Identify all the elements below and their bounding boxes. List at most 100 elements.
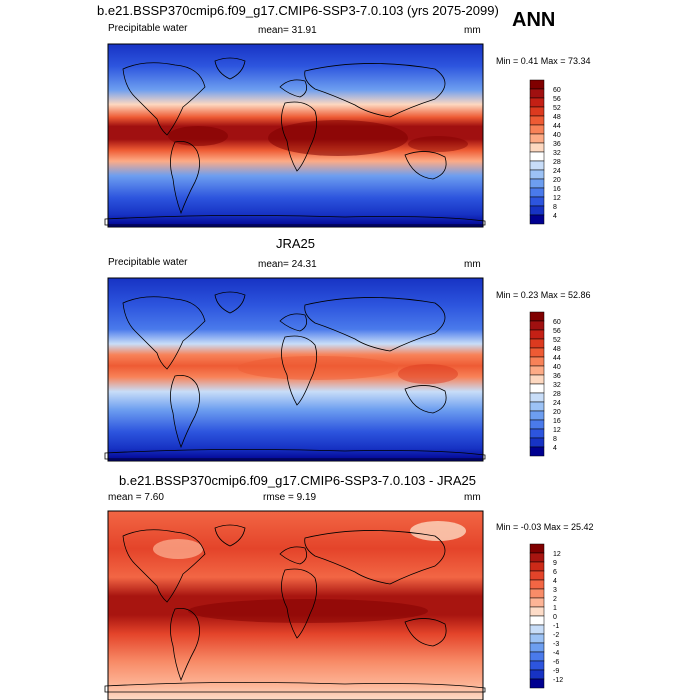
colorbar-tick-label: 32 xyxy=(553,150,561,157)
colorbar-box xyxy=(529,196,545,207)
colorbar-tick-label: 20 xyxy=(553,177,561,184)
colorbar-tick-label: 28 xyxy=(553,159,561,166)
colorbar-tick-label: 1 xyxy=(553,605,557,612)
colorbar-box xyxy=(529,374,545,385)
colorbar-tick-label: 56 xyxy=(553,328,561,335)
colorbar-tick-label: -12 xyxy=(553,677,563,684)
colorbar-box xyxy=(529,88,545,99)
colorbar-tick-label: 52 xyxy=(553,337,561,344)
colorbar-tick-label: 60 xyxy=(553,87,561,94)
colorbar-box xyxy=(529,115,545,126)
colorbar-tick-label: 56 xyxy=(553,96,561,103)
colorbar-box xyxy=(529,642,545,653)
panel-obs-units: mm xyxy=(464,259,481,270)
colorbar-box xyxy=(529,588,545,599)
panel-diff-units: mm xyxy=(464,492,481,503)
colorbar-tick-label: -9 xyxy=(553,668,559,675)
colorbar-tick-label: 4 xyxy=(553,213,557,220)
colorbar-box xyxy=(529,151,545,162)
colorbar-box xyxy=(529,410,545,421)
colorbar-tick-label: -3 xyxy=(553,641,559,648)
panel-model-variable-label: Precipitable water xyxy=(108,23,188,34)
colorbar-tick-label: 4 xyxy=(553,578,557,585)
panel-model-mean-label: mean= 31.91 xyxy=(258,25,317,36)
colorbar-box xyxy=(529,446,545,457)
colorbar-box xyxy=(529,338,545,349)
colorbar-box xyxy=(529,347,545,358)
panel-diff-rmse-label: rmse = 9.19 xyxy=(263,492,317,503)
colorbar-box xyxy=(529,383,545,394)
colorbar-tick-label: -1 xyxy=(553,623,559,630)
colorbar-box xyxy=(529,214,545,225)
colorbar-box xyxy=(529,205,545,216)
colorbar-box xyxy=(529,606,545,617)
colorbar-box xyxy=(529,320,545,331)
colorbar-tick-label: 28 xyxy=(553,391,561,398)
colorbar-tick-label: -4 xyxy=(553,650,559,657)
colorbar-tick-label: 52 xyxy=(553,105,561,112)
colorbar-tick-label: 9 xyxy=(553,560,557,567)
colorbar-box xyxy=(529,178,545,189)
panel-diff-map xyxy=(104,510,486,700)
colorbar-box xyxy=(529,660,545,671)
colorbar-tick-label: 40 xyxy=(553,364,561,371)
diff-title: b.e21.BSSP370cmip6.f09_g17.CMIP6-SSP3-7.… xyxy=(119,473,476,488)
colorbar-tick-label: 2 xyxy=(553,596,557,603)
colorbar-tick-label: 16 xyxy=(553,186,561,193)
colorbar-tick-label: 12 xyxy=(553,195,561,202)
panel-model-minmax: Min = 0.41 Max = 73.34 xyxy=(496,56,591,66)
colorbar-tick-label: 24 xyxy=(553,400,561,407)
colorbar-tick-label: 36 xyxy=(553,373,561,380)
colorbar-box xyxy=(529,543,545,554)
panel-model-map xyxy=(104,43,486,228)
colorbar-box xyxy=(529,651,545,662)
panel-obs-map xyxy=(104,277,486,462)
colorbar-box xyxy=(529,79,545,90)
panel-model-colorbar: 60 56 52 48 44 40 36 32 28 24 20 16 12 8 4 xyxy=(529,79,561,225)
colorbar-tick-label: 0 xyxy=(553,614,557,621)
colorbar-box xyxy=(529,187,545,198)
panel-obs-mean-label: mean= 24.31 xyxy=(258,259,317,270)
colorbar-box xyxy=(529,311,545,322)
colorbar-tick-label: -6 xyxy=(553,659,559,666)
colorbar-tick-label: 32 xyxy=(553,382,561,389)
colorbar-tick-label: 48 xyxy=(553,114,561,121)
colorbar-tick-label: 20 xyxy=(553,409,561,416)
panel-diff-mean-label: mean = 7.60 xyxy=(108,492,164,503)
colorbar-box xyxy=(529,401,545,412)
panel-model-units: mm xyxy=(464,25,481,36)
colorbar-box xyxy=(529,365,545,376)
colorbar-box xyxy=(529,169,545,180)
colorbar-tick-label: 3 xyxy=(553,587,557,594)
colorbar-box xyxy=(529,419,545,430)
colorbar-box xyxy=(529,615,545,626)
colorbar-tick-label: 40 xyxy=(553,132,561,139)
colorbar-box xyxy=(529,669,545,680)
colorbar-tick-label: 44 xyxy=(553,355,561,362)
colorbar-box xyxy=(529,570,545,581)
colorbar-box xyxy=(529,329,545,340)
colorbar-box xyxy=(529,133,545,144)
panel-diff-colorbar: 12 9 6 4 3 2 1 0 -1 -2 -3 -4 -6 -9 -12 xyxy=(529,543,563,689)
main-title: b.e21.BSSP370cmip6.f09_g17.CMIP6-SSP3-7.… xyxy=(97,3,499,18)
panel-obs-variable-label: Precipitable water xyxy=(108,257,188,268)
colorbar-box xyxy=(529,437,545,448)
colorbar-box xyxy=(529,678,545,689)
colorbar-box xyxy=(529,356,545,367)
colorbar-box xyxy=(529,552,545,563)
colorbar-box xyxy=(529,597,545,608)
obs-title: JRA25 xyxy=(276,236,316,251)
colorbar-tick-label: 16 xyxy=(553,418,561,425)
colorbar-tick-label: -2 xyxy=(553,632,559,639)
colorbar-box xyxy=(529,106,545,117)
colorbar-box xyxy=(529,579,545,590)
colorbar-tick-label: 60 xyxy=(553,319,561,326)
colorbar-box xyxy=(529,392,545,403)
colorbar-tick-label: 24 xyxy=(553,168,561,175)
colorbar-box xyxy=(529,428,545,439)
colorbar-tick-label: 48 xyxy=(553,346,561,353)
colorbar-box xyxy=(529,624,545,635)
panel-obs-colorbar: 60 56 52 48 44 40 36 32 28 24 20 16 12 8 4 xyxy=(529,311,561,457)
colorbar-tick-label: 6 xyxy=(553,569,557,576)
colorbar-box xyxy=(529,97,545,108)
